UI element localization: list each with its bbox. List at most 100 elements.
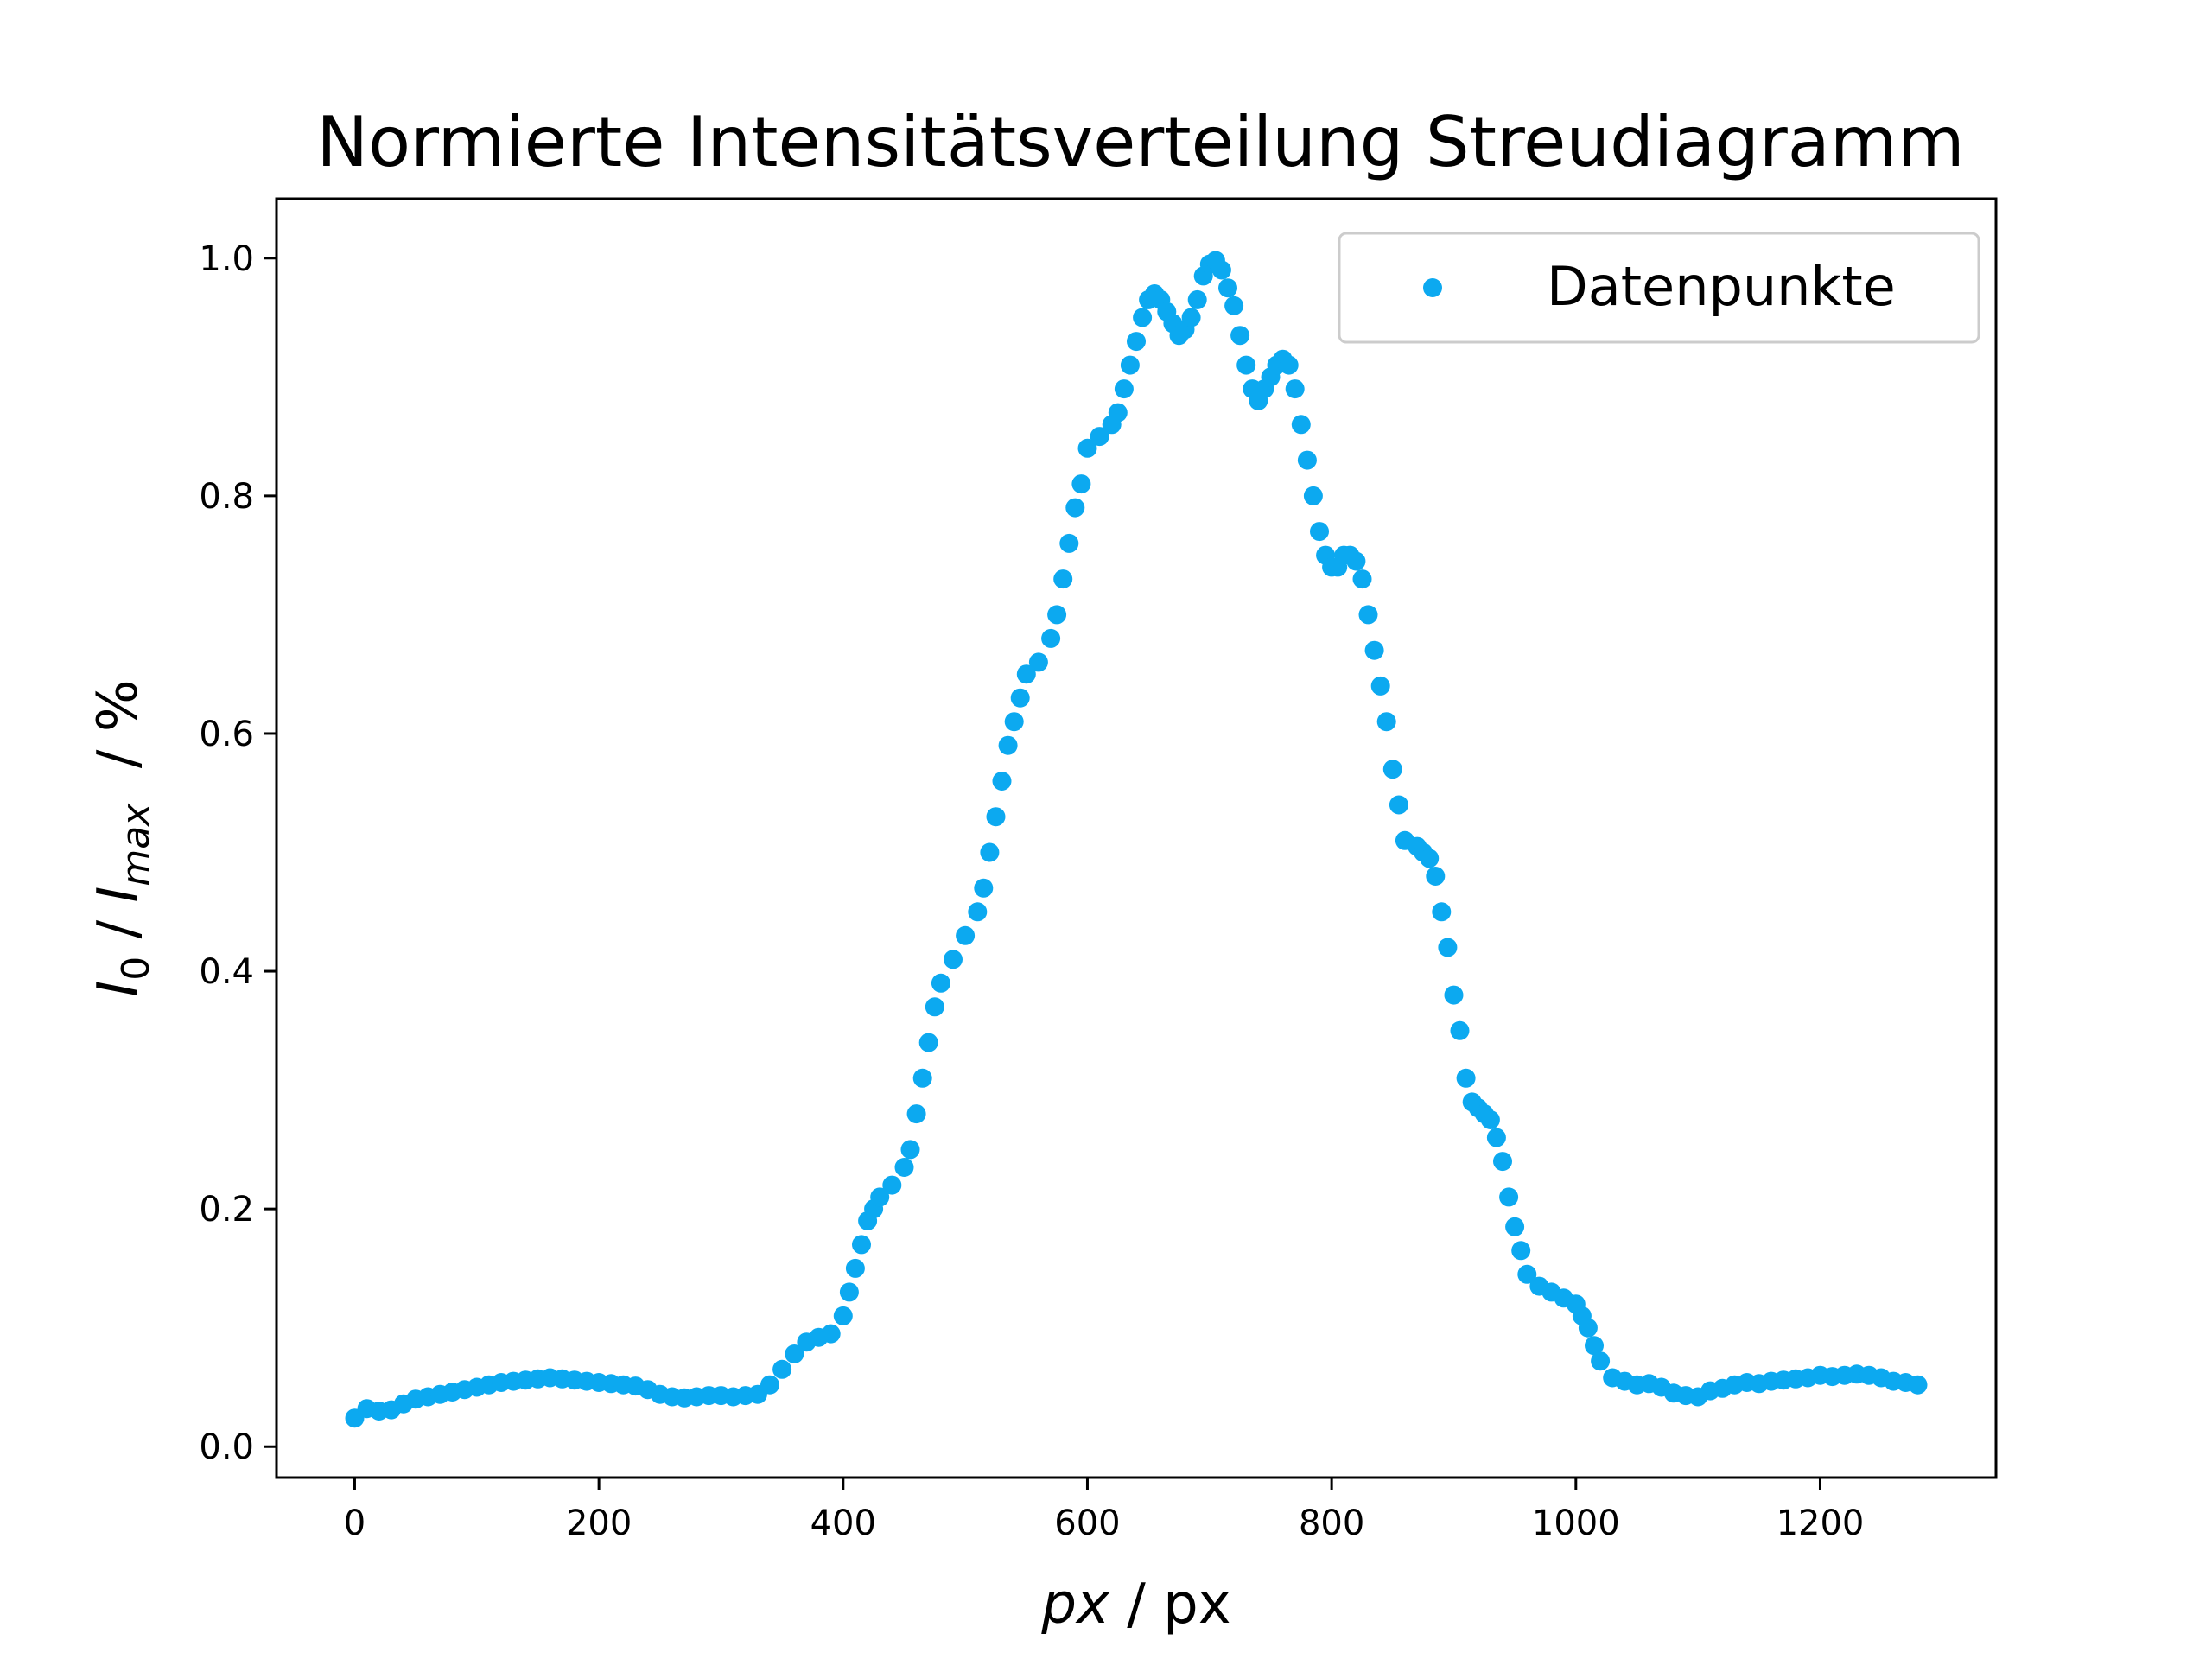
data-point xyxy=(1432,902,1452,922)
data-point xyxy=(760,1375,779,1395)
y-tick-label: 1.0 xyxy=(199,239,254,279)
data-point xyxy=(944,950,963,969)
data-point xyxy=(956,925,976,945)
y-label-submax: max xyxy=(114,803,158,887)
data-point xyxy=(785,1344,804,1363)
data-point xyxy=(894,1158,914,1177)
data-point xyxy=(1108,403,1128,423)
data-point xyxy=(1585,1336,1604,1356)
y-axis-label: I0 / Imax / % xyxy=(86,679,158,996)
y-tick-label: 0.4 xyxy=(199,952,254,992)
y-label-separator: / xyxy=(86,903,150,957)
data-point xyxy=(1230,326,1250,346)
x-tick-label: 800 xyxy=(1299,1503,1364,1543)
x-axis-label: px / px xyxy=(1040,1573,1230,1637)
data-point xyxy=(998,735,1018,755)
data-point xyxy=(870,1187,890,1207)
data-points xyxy=(345,251,1928,1428)
data-point xyxy=(852,1235,871,1255)
legend-label: Datenpunkte xyxy=(1547,255,1896,318)
data-point xyxy=(845,1258,865,1278)
data-point xyxy=(1578,1318,1598,1338)
data-point xyxy=(1187,289,1207,309)
data-point xyxy=(1285,379,1305,399)
x-tick-label: 600 xyxy=(1054,1503,1120,1543)
data-point xyxy=(992,772,1012,791)
y-tick-label: 0.8 xyxy=(199,477,254,517)
data-point xyxy=(1004,712,1024,732)
data-point xyxy=(1370,676,1390,696)
data-point xyxy=(1389,795,1408,815)
y-label-imax: I xyxy=(86,887,150,903)
data-point xyxy=(1077,438,1097,458)
data-point xyxy=(1059,533,1079,553)
data-point xyxy=(1065,498,1085,518)
axes-frame xyxy=(275,197,1998,1479)
legend-box xyxy=(1338,232,1980,344)
data-point xyxy=(1211,260,1231,280)
data-point xyxy=(1450,1020,1470,1040)
x-tick-label: 1000 xyxy=(1532,1503,1620,1543)
data-point xyxy=(772,1359,792,1379)
data-point xyxy=(925,997,944,1017)
x-tick-label: 0 xyxy=(344,1503,365,1543)
data-point xyxy=(882,1175,902,1195)
data-point xyxy=(1346,551,1366,571)
legend: Datenpunkte xyxy=(1338,232,1980,344)
data-point xyxy=(980,842,1000,862)
x-axis-label-italic: px xyxy=(1040,1573,1110,1637)
data-point xyxy=(1120,355,1140,375)
data-point xyxy=(1493,1152,1512,1172)
data-point xyxy=(1420,849,1440,868)
x-axis-label-unit: / px xyxy=(1109,1573,1231,1637)
data-point xyxy=(1218,278,1237,298)
data-point xyxy=(1310,522,1329,542)
data-point xyxy=(1511,1241,1531,1261)
data-point xyxy=(1224,296,1244,315)
y-label-i0: I xyxy=(86,981,150,997)
x-tick-label: 200 xyxy=(566,1503,632,1543)
data-point xyxy=(1426,867,1446,886)
data-point xyxy=(1016,664,1036,684)
data-point xyxy=(906,1104,926,1124)
data-point xyxy=(1486,1128,1506,1147)
data-point xyxy=(1505,1217,1525,1236)
data-point xyxy=(986,807,1006,827)
data-point xyxy=(1499,1187,1519,1207)
data-point xyxy=(1382,760,1402,779)
data-point xyxy=(1071,474,1091,494)
data-point xyxy=(1279,355,1299,375)
data-point xyxy=(900,1140,920,1160)
data-point xyxy=(1028,652,1048,672)
data-point xyxy=(1291,415,1311,435)
data-point xyxy=(1480,1110,1500,1129)
data-point xyxy=(1010,688,1030,708)
data-point xyxy=(918,1033,938,1052)
data-point xyxy=(839,1282,859,1302)
data-point xyxy=(1364,640,1384,660)
data-point xyxy=(1297,450,1317,470)
data-point xyxy=(1181,308,1201,327)
data-point xyxy=(1303,486,1323,505)
y-label-unit: / % xyxy=(86,679,150,803)
data-point xyxy=(1041,628,1061,648)
data-point xyxy=(1236,355,1256,375)
data-point xyxy=(1376,712,1396,732)
x-axis: 0 200 400 600 800 1000 1200 xyxy=(344,1478,1865,1543)
data-point xyxy=(1438,938,1458,957)
data-point xyxy=(931,973,950,993)
y-label-sub0: 0 xyxy=(114,957,158,981)
y-axis: 0.0 0.2 0.4 0.6 0.8 1.0 xyxy=(199,239,276,1467)
data-point xyxy=(1127,332,1146,352)
data-point xyxy=(1090,427,1109,447)
x-tick-label: 1200 xyxy=(1777,1503,1865,1543)
data-point xyxy=(912,1068,932,1088)
y-tick-label: 0.6 xyxy=(199,715,254,754)
data-point xyxy=(1352,569,1372,589)
data-point xyxy=(1047,605,1067,625)
data-point xyxy=(1358,605,1378,625)
data-point xyxy=(1053,569,1073,589)
data-point xyxy=(833,1306,853,1325)
data-point xyxy=(1114,379,1134,399)
